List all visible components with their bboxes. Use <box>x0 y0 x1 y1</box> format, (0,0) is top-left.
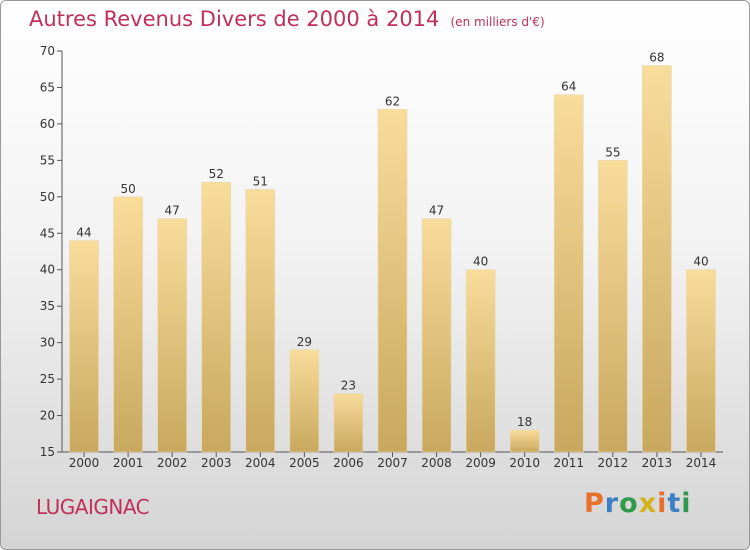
value-label-2002: 47 <box>165 204 180 218</box>
bar-2010 <box>509 429 540 453</box>
value-label-2003: 52 <box>209 167 224 181</box>
bar-2002 <box>157 218 187 453</box>
bar-2012 <box>598 160 628 453</box>
x-tick-label-2003: 2003 <box>201 456 232 470</box>
y-tick-label: 60 <box>40 117 55 131</box>
value-label-2007: 62 <box>385 94 400 108</box>
x-tick-label-2011: 2011 <box>553 456 584 470</box>
chart-unit: (en milliers d'€) <box>450 15 545 29</box>
x-tick-label-2010: 2010 <box>509 456 540 470</box>
bar-2009 <box>465 269 496 453</box>
value-label-2011: 64 <box>561 80 576 94</box>
proxiti-logo[interactable]: Proxiti <box>584 488 692 519</box>
value-labels: 44 50 47 52 51 29 23 62 47 40 18 64 55 68 40 <box>76 51 708 430</box>
y-tick-label: 15 <box>40 445 55 459</box>
x-tick-label-2007: 2007 <box>377 456 408 470</box>
value-label-2001: 50 <box>120 182 135 196</box>
x-tick-label-2014: 2014 <box>686 456 717 470</box>
value-label-2008: 47 <box>429 204 444 218</box>
bar-2011 <box>553 94 584 453</box>
x-tick-label-2006: 2006 <box>333 456 364 470</box>
value-label-2006: 23 <box>341 379 356 393</box>
bars <box>69 65 716 453</box>
logo-letter: r <box>604 488 620 519</box>
x-tick-label-2000: 2000 <box>69 456 100 470</box>
bar-2000 <box>69 240 99 453</box>
x-tick-label-2008: 2008 <box>421 456 452 470</box>
logo-letter: i <box>681 488 692 519</box>
y-tick-label: 50 <box>40 190 55 204</box>
x-tick-label-2013: 2013 <box>642 456 673 470</box>
x-tick-label-2001: 2001 <box>113 456 144 470</box>
x-tick-label-2004: 2004 <box>245 456 276 470</box>
bar-2003 <box>201 181 232 453</box>
chart-title: Autres Revenus Divers de 2000 à 2014 <box>29 7 440 31</box>
value-label-2012: 55 <box>605 145 620 159</box>
value-label-2004: 51 <box>253 175 268 189</box>
logo-letter: t <box>667 488 682 519</box>
y-tick-label: 65 <box>40 80 55 94</box>
x-tick-label-2012: 2012 <box>598 456 629 470</box>
logo-letter: x <box>638 488 658 519</box>
y-tick-label: 30 <box>40 336 55 350</box>
logo-letter: o <box>619 488 639 519</box>
x-tick-label-2009: 2009 <box>465 456 496 470</box>
bar-2005 <box>289 349 320 453</box>
x-tick-label-2005: 2005 <box>289 456 320 470</box>
value-label-2009: 40 <box>473 255 488 269</box>
bar-2013 <box>642 65 672 453</box>
y-tick-label: 35 <box>40 299 55 313</box>
y-tick-label: 55 <box>40 153 55 167</box>
y-tick-label: 20 <box>40 409 55 423</box>
y-tick-label: 40 <box>40 263 55 277</box>
commune-name: LUGAIGNAC <box>36 495 150 519</box>
chart-header: Autres Revenus Divers de 2000 à 2014 (en… <box>29 7 545 31</box>
bar-2008 <box>421 218 452 453</box>
value-label-2000: 44 <box>76 226 91 240</box>
bar-2007 <box>377 109 408 453</box>
value-label-2014: 40 <box>693 255 708 269</box>
logo-letter: i <box>657 488 668 519</box>
value-label-2005: 29 <box>297 335 312 349</box>
y-tick-label: 70 <box>40 44 55 58</box>
bar-2001 <box>113 196 143 453</box>
bar-2004 <box>245 189 276 453</box>
axes: 15 20 25 30 35 40 45 50 55 60 65 70 2000 2001 2002 2003… <box>40 44 723 470</box>
x-tick-label-2002: 2002 <box>157 456 188 470</box>
y-tick-label: 25 <box>40 372 55 386</box>
y-tick-label: 45 <box>40 226 55 240</box>
bar-2006 <box>333 393 364 453</box>
bar-2014 <box>686 269 716 453</box>
value-label-2010: 18 <box>517 415 532 429</box>
logo-letter: P <box>584 488 605 519</box>
value-label-2013: 68 <box>649 51 664 65</box>
